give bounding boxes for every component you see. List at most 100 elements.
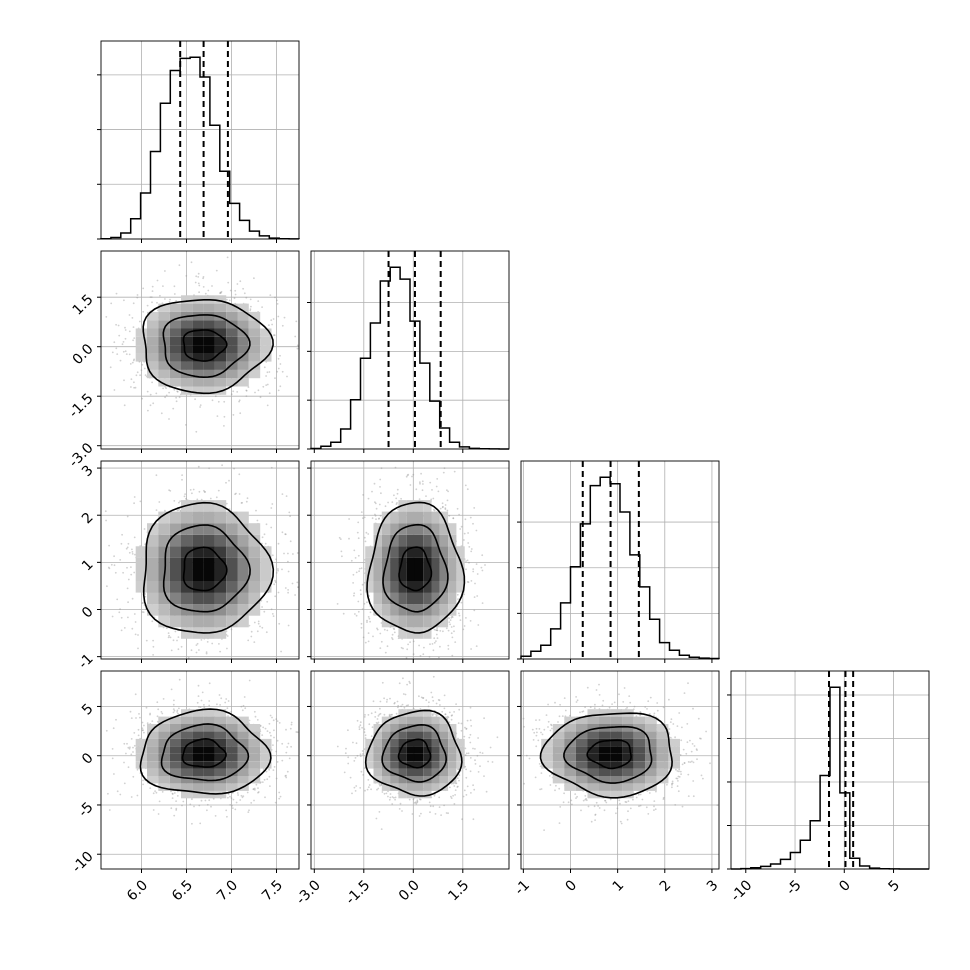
panel-frame: [520, 460, 720, 660]
sample-point: [472, 568, 475, 570]
density-cell: [431, 523, 440, 535]
sample-point: [208, 799, 211, 802]
density-cell: [448, 768, 457, 776]
sample-point: [116, 598, 119, 601]
sample-point: [451, 616, 454, 618]
sample-point: [281, 742, 284, 745]
density-cell: [645, 731, 657, 739]
density-cell: [398, 511, 407, 524]
sample-point: [343, 771, 346, 774]
sample-point: [242, 795, 245, 797]
sample-point: [454, 794, 456, 796]
sample-point: [363, 767, 366, 769]
sample-point: [412, 653, 415, 656]
density-cell: [423, 731, 432, 739]
sample-point: [432, 497, 435, 500]
sample-point: [119, 559, 122, 561]
density-cell: [381, 753, 391, 762]
sample-point: [595, 689, 598, 691]
density-cell: [158, 557, 170, 570]
sample-point: [545, 714, 548, 716]
sample-point: [709, 762, 711, 765]
sample-point: [469, 733, 472, 736]
sample-point: [475, 563, 478, 565]
sample-point: [473, 609, 476, 612]
density-cell: [237, 353, 249, 362]
sample-point: [671, 782, 673, 785]
contour-line: [539, 712, 673, 799]
density-cell: [203, 523, 215, 535]
sample-point: [197, 282, 200, 285]
sample-point: [594, 813, 597, 816]
density-cell: [439, 753, 449, 762]
sample-point: [349, 776, 352, 779]
sample-point: [280, 650, 282, 653]
sample-point: [219, 291, 222, 294]
sample-point: [602, 699, 605, 702]
sample-point: [277, 357, 280, 360]
sample-point: [252, 788, 255, 791]
density-cell: [439, 546, 449, 558]
sample-point: [374, 711, 377, 714]
sample-point: [465, 752, 468, 755]
sample-point: [384, 651, 387, 654]
sample-point: [423, 646, 425, 649]
density-cell: [203, 790, 215, 799]
sample-point: [639, 793, 642, 796]
sample-point: [352, 582, 354, 584]
sample-point: [165, 627, 168, 630]
sample-point: [248, 679, 251, 682]
sample-point: [235, 801, 238, 804]
sample-point: [294, 335, 297, 338]
density-cell: [248, 546, 261, 558]
sample-point: [435, 702, 438, 705]
sample-point: [178, 264, 181, 267]
sample-point: [128, 314, 131, 316]
sample-point: [359, 589, 362, 592]
density-cell: [575, 753, 588, 762]
sample-point: [450, 795, 452, 798]
sample-point: [134, 553, 136, 556]
sample-point: [576, 795, 578, 798]
sample-point: [281, 531, 284, 534]
sample-point: [204, 491, 207, 493]
sample-point: [357, 554, 360, 557]
density-cell: [248, 604, 261, 616]
sample-point: [243, 292, 246, 295]
sample-point: [240, 502, 243, 504]
sample-point: [253, 787, 256, 790]
sample-point: [671, 786, 673, 789]
density-cell: [456, 746, 465, 754]
sample-point: [662, 706, 665, 709]
density-cell: [248, 311, 261, 321]
sample-point: [276, 720, 279, 722]
sample-point: [279, 354, 281, 357]
histogram-step-line: [100, 56, 300, 240]
sample-point: [245, 389, 248, 392]
sample-point: [266, 600, 269, 603]
sample-point: [428, 801, 431, 804]
density-cell: [237, 615, 249, 628]
sample-point: [276, 370, 279, 373]
histogram-panel-2: [517, 460, 720, 663]
sample-point: [120, 616, 123, 619]
sample-point: [202, 276, 205, 278]
sample-point: [228, 299, 231, 302]
sample-point: [159, 294, 161, 297]
density-cell: [203, 500, 215, 512]
density-cell: [248, 336, 261, 346]
sample-point: [285, 774, 287, 777]
sample-point: [421, 480, 424, 483]
sample-point: [360, 626, 363, 629]
sample-point: [354, 790, 357, 792]
sample-point: [211, 285, 213, 287]
density-cell: [203, 328, 215, 337]
sample-point: [288, 511, 291, 514]
sample-point: [364, 641, 367, 644]
sample-point: [364, 714, 366, 716]
density-cell: [610, 731, 623, 739]
sample-point: [257, 622, 260, 625]
sample-point: [388, 798, 391, 801]
sample-point: [266, 383, 269, 386]
